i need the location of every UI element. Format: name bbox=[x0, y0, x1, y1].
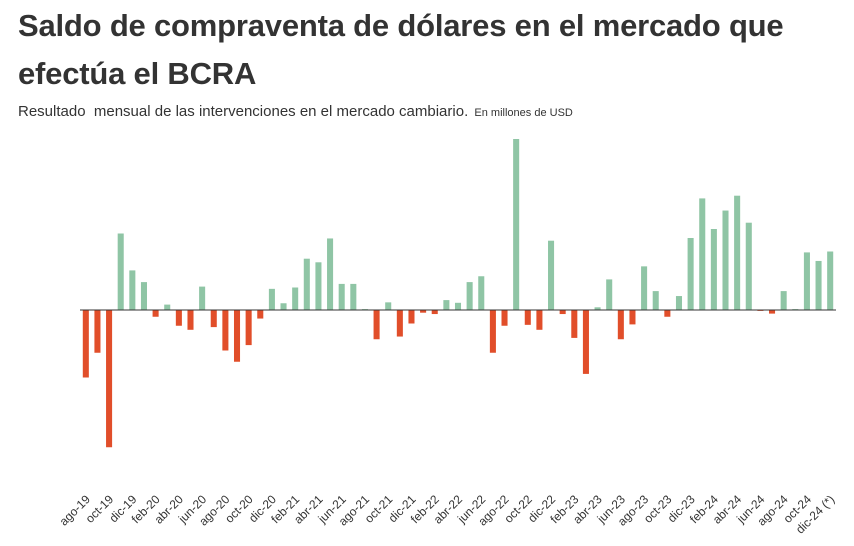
bar-jul-20 bbox=[210, 310, 217, 328]
bar-abr-23 bbox=[594, 307, 601, 310]
bar-dic-24 (*) bbox=[827, 251, 834, 310]
bar-nov-20 bbox=[257, 310, 264, 319]
bar-nov-23 bbox=[675, 296, 683, 310]
bar-mar-20 bbox=[164, 304, 171, 310]
bar-may-21 bbox=[327, 238, 334, 310]
subtitle-text: Resultado mensual de las intervenciones … bbox=[18, 103, 469, 120]
bar-abr-22 bbox=[454, 302, 462, 310]
bar-oct-19 bbox=[106, 310, 113, 448]
bar-dic-20 bbox=[268, 288, 275, 310]
bar-may-23 bbox=[606, 279, 613, 310]
bar-feb-22 bbox=[431, 310, 438, 315]
bar-mar-23 bbox=[582, 310, 589, 374]
bar-feb-21 bbox=[292, 287, 299, 310]
bar-dic-22 bbox=[548, 240, 555, 310]
bar-ene-20 bbox=[140, 282, 147, 310]
bar-nov-24 bbox=[815, 260, 822, 310]
bar-ene-23 bbox=[559, 310, 566, 315]
bar-sep-20 bbox=[233, 310, 241, 362]
bar-jun-21 bbox=[338, 283, 345, 310]
bar-sep-19 bbox=[94, 310, 101, 353]
bar-jul-21 bbox=[350, 283, 357, 310]
bar-ago-24 bbox=[780, 291, 787, 310]
bar-may-22 bbox=[466, 282, 473, 310]
bar-ene-21 bbox=[280, 303, 287, 310]
bar-feb-24 bbox=[710, 229, 717, 310]
bar-jun-23 bbox=[617, 310, 624, 340]
bar-oct-20 bbox=[245, 310, 252, 346]
bar-oct-23 bbox=[664, 310, 671, 317]
bar-may-20 bbox=[187, 310, 194, 330]
bar-ene-24 bbox=[699, 198, 706, 310]
bar-may-24 bbox=[745, 222, 752, 310]
bar-oct-24 bbox=[803, 252, 810, 310]
bar-nov-22 bbox=[536, 310, 543, 330]
bar-dic-21 bbox=[408, 310, 415, 324]
bar-ago-19 bbox=[82, 310, 89, 378]
bar-abr-20 bbox=[175, 310, 182, 326]
bar-jun-22 bbox=[478, 276, 485, 310]
unit-label: En millones de USD bbox=[474, 107, 573, 119]
bar-nov-19 bbox=[117, 233, 124, 310]
bar-abr-21 bbox=[315, 262, 322, 310]
bar-ago-23 bbox=[641, 266, 648, 310]
bar-feb-20 bbox=[152, 310, 159, 317]
bar-abr-24 bbox=[734, 195, 741, 310]
bar-oct-21 bbox=[385, 302, 392, 310]
bar-jul-23 bbox=[629, 310, 636, 325]
bar-nov-21 bbox=[396, 310, 403, 337]
bar-mar-22 bbox=[443, 300, 450, 310]
bars-group bbox=[82, 139, 834, 448]
bar-ago-20 bbox=[222, 310, 229, 351]
bar-ene-22 bbox=[420, 310, 427, 313]
chart-title: Saldo de compraventa de dólares en el me… bbox=[18, 8, 784, 91]
bar-sep-23 bbox=[652, 291, 659, 310]
bar-feb-23 bbox=[571, 310, 578, 338]
bar-dic-23 bbox=[687, 238, 694, 310]
bar-mar-24 bbox=[722, 210, 729, 310]
bar-dic-19 bbox=[129, 270, 136, 310]
bar-sep-21 bbox=[373, 310, 380, 340]
bar-jun-20 bbox=[199, 286, 206, 310]
bar-jul-22 bbox=[489, 310, 496, 353]
chart-subtitle: Resultado mensual de las intervenciones … bbox=[18, 103, 573, 120]
x-tick-labels: ago-19oct-19dic-19feb-20abr-20jun-20ago-… bbox=[57, 492, 838, 537]
bar-jul-24 bbox=[769, 310, 776, 314]
bar-mar-21 bbox=[303, 258, 310, 310]
bar-ago-22 bbox=[501, 310, 508, 326]
bar-sep-22 bbox=[513, 139, 520, 310]
bar-oct-22 bbox=[524, 310, 531, 325]
